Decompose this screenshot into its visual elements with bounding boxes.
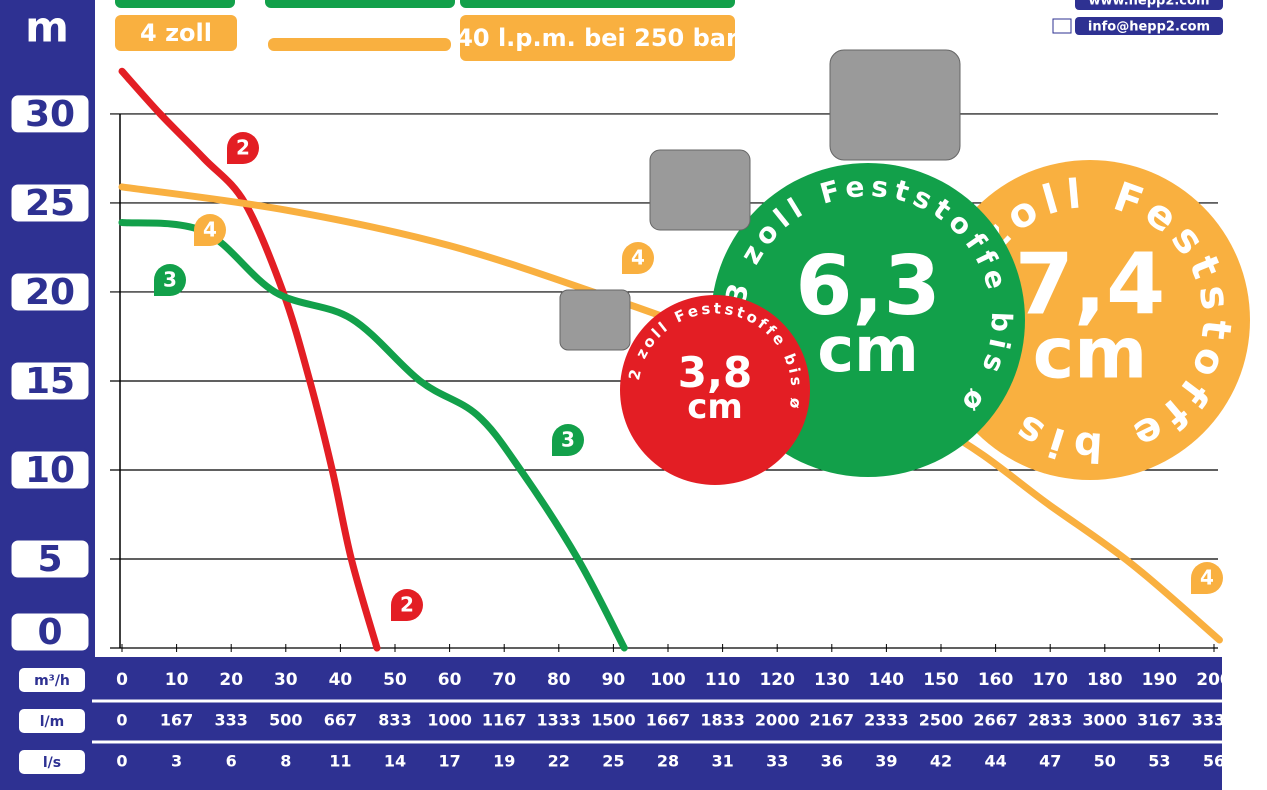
x-tick-label: 20 <box>219 670 243 690</box>
legend-line <box>268 38 451 51</box>
table-cell: 28 <box>657 752 679 771</box>
x-tick-label: 170 <box>1032 670 1068 690</box>
x-tick-label: 10 <box>165 670 189 690</box>
table-cell: 2167 <box>810 711 855 730</box>
pump-image <box>650 150 750 230</box>
table-cell: 6 <box>226 752 237 771</box>
table-cell: 2500 <box>919 711 964 730</box>
y-tick-label: 15 <box>25 361 75 402</box>
curve <box>122 223 624 648</box>
table-cell: 8 <box>280 752 291 771</box>
x-tick-label: 60 <box>438 670 462 690</box>
legend-size: 4 zoll <box>140 19 212 47</box>
x-tick-label: 180 <box>1087 670 1123 690</box>
y-tick-label: 25 <box>25 183 75 224</box>
table-cell: 25 <box>602 752 624 771</box>
legend-box <box>115 0 235 8</box>
curve-pin-label: 4 <box>203 218 217 242</box>
x-tick-label: 90 <box>602 670 626 690</box>
x-tick-label: 70 <box>492 670 516 690</box>
table-cell: 667 <box>324 711 357 730</box>
table-cell: 1333 <box>537 711 582 730</box>
table-cell: 31 <box>711 752 733 771</box>
table-cell: 1833 <box>700 711 745 730</box>
x-tick-label: 110 <box>705 670 741 690</box>
row-label: l/s <box>43 755 61 771</box>
mail-icon <box>1053 19 1071 33</box>
table-cell: 2333 <box>864 711 909 730</box>
contact-web: www.hepp2.com <box>1089 0 1210 9</box>
table-cell: 2667 <box>973 711 1018 730</box>
x-tick-label: 100 <box>650 670 686 690</box>
x-tick-label: 160 <box>978 670 1014 690</box>
curve-pin-label: 2 <box>236 136 250 160</box>
table-cell: 3167 <box>1137 711 1182 730</box>
table-cell: 11 <box>329 752 351 771</box>
table-cell: 1167 <box>482 711 527 730</box>
table-cell: 3000 <box>1083 711 1128 730</box>
curve-pin-label: 3 <box>163 268 177 292</box>
table-cell: 333 <box>214 711 247 730</box>
table-cell: 500 <box>269 711 302 730</box>
x-tick-label: 30 <box>274 670 298 690</box>
table-cell: 3 <box>171 752 182 771</box>
table-cell: 39 <box>875 752 897 771</box>
table-cell: 0 <box>116 711 127 730</box>
table-cell: 22 <box>548 752 570 771</box>
x-tick-label: 200 <box>1196 670 1232 690</box>
pump-image <box>560 290 630 350</box>
y-tick-label: 30 <box>25 94 75 135</box>
table-cell: 14 <box>384 752 406 771</box>
x-tick-label: 80 <box>547 670 571 690</box>
curve-pin-label: 3 <box>561 428 575 452</box>
y-unit: m <box>25 3 69 52</box>
y-tick-label: 0 <box>37 612 62 653</box>
table-cell: 50 <box>1094 752 1116 771</box>
y-tick-label: 20 <box>25 272 75 313</box>
curve-pin-label: 2 <box>400 593 414 617</box>
table-cell: 47 <box>1039 752 1061 771</box>
table-cell: 3333 <box>1192 711 1237 730</box>
chart: m 4 zoll 40 l.p.m. bei 250 bar www.hepp2… <box>0 0 1267 790</box>
legend-flow: 40 l.p.m. bei 250 bar <box>456 24 738 52</box>
table-cell: 53 <box>1148 752 1170 771</box>
row-label: m³/h <box>34 673 70 689</box>
table-cell: 42 <box>930 752 952 771</box>
table-cell: 1500 <box>591 711 636 730</box>
table-cell: 2833 <box>1028 711 1073 730</box>
x-tick-label: 130 <box>814 670 850 690</box>
pump-image <box>830 50 960 160</box>
y-tick-label: 10 <box>25 450 75 491</box>
x-tick-label: 150 <box>923 670 959 690</box>
x-tick-label: 50 <box>383 670 407 690</box>
x-tick-label: 40 <box>329 670 353 690</box>
circle-unit: cm <box>1033 313 1147 395</box>
table-cell: 1667 <box>646 711 691 730</box>
table-cell: 33 <box>766 752 788 771</box>
x-tick-label: 0 <box>116 670 128 690</box>
table-cell: 833 <box>378 711 411 730</box>
table-cell: 2000 <box>755 711 800 730</box>
y-tick-label: 5 <box>37 539 62 580</box>
table-cell: 36 <box>821 752 843 771</box>
x-tick-label: 120 <box>759 670 795 690</box>
x-tick-label: 140 <box>869 670 905 690</box>
table-cell: 167 <box>160 711 193 730</box>
x-tick-label: 190 <box>1142 670 1178 690</box>
row-label: l/m <box>40 714 65 730</box>
table-cell: 1000 <box>427 711 472 730</box>
curve-pin-label: 4 <box>631 246 645 270</box>
legend-box <box>265 0 455 8</box>
circle-unit: cm <box>687 387 743 427</box>
table-cell: 44 <box>984 752 1006 771</box>
table-cell: 19 <box>493 752 515 771</box>
legend-box <box>460 0 735 8</box>
table-cell: 17 <box>438 752 460 771</box>
circle-unit: cm <box>817 313 918 386</box>
table-cell: 0 <box>116 752 127 771</box>
curve-pin-label: 4 <box>1200 566 1214 590</box>
contact-mail: info@hepp2.com <box>1088 20 1210 35</box>
table-cell: 56 <box>1203 752 1225 771</box>
